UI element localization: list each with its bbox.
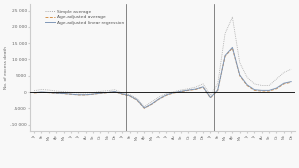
Legend: Simple average, Age-adjusted average, Age-adjusted linear regression: Simple average, Age-adjusted average, Ag…	[43, 8, 126, 27]
Y-axis label: No. of excess death: No. of excess death	[4, 46, 8, 89]
